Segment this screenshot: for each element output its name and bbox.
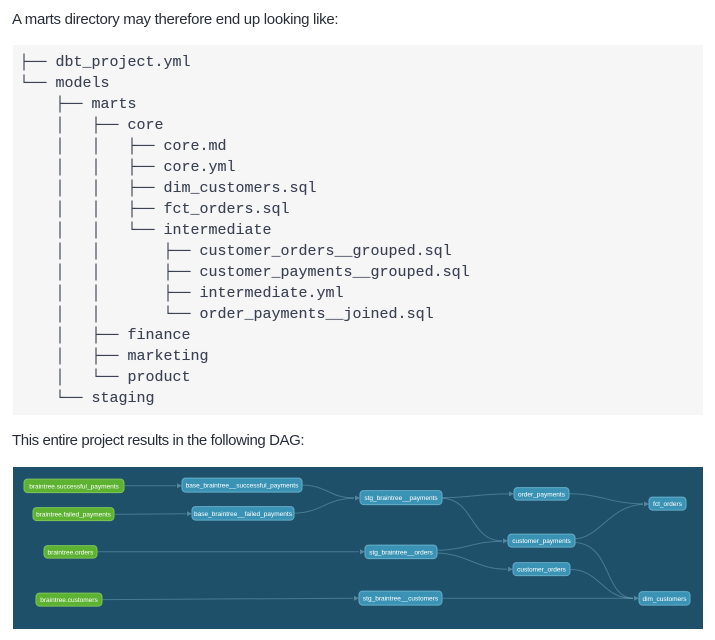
svg-text:fct_orders: fct_orders	[653, 501, 683, 508]
svg-text:base_braintree__successful_pay: base_braintree__successful_payments	[186, 483, 299, 490]
svg-text:braintree.orders: braintree.orders	[48, 549, 95, 556]
svg-text:customer_payments: customer_payments	[512, 538, 571, 545]
svg-text:customer_orders: customer_orders	[517, 567, 567, 574]
svg-text:braintree.failed_payments: braintree.failed_payments	[36, 512, 112, 519]
svg-text:stg_braintree__customers: stg_braintree__customers	[363, 596, 439, 603]
svg-text:dim_customers: dim_customers	[642, 596, 687, 603]
svg-text:stg_braintree__payments: stg_braintree__payments	[364, 495, 438, 502]
svg-text:stg_braintree__orders: stg_braintree__orders	[369, 549, 433, 556]
svg-text:order_payments: order_payments	[518, 491, 566, 498]
svg-text:braintree.successful_payments: braintree.successful_payments	[29, 483, 119, 490]
svg-text:braintree.customers: braintree.customers	[40, 597, 98, 604]
svg-text:base_braintree__failed_payment: base_braintree__failed_payments	[194, 511, 293, 518]
